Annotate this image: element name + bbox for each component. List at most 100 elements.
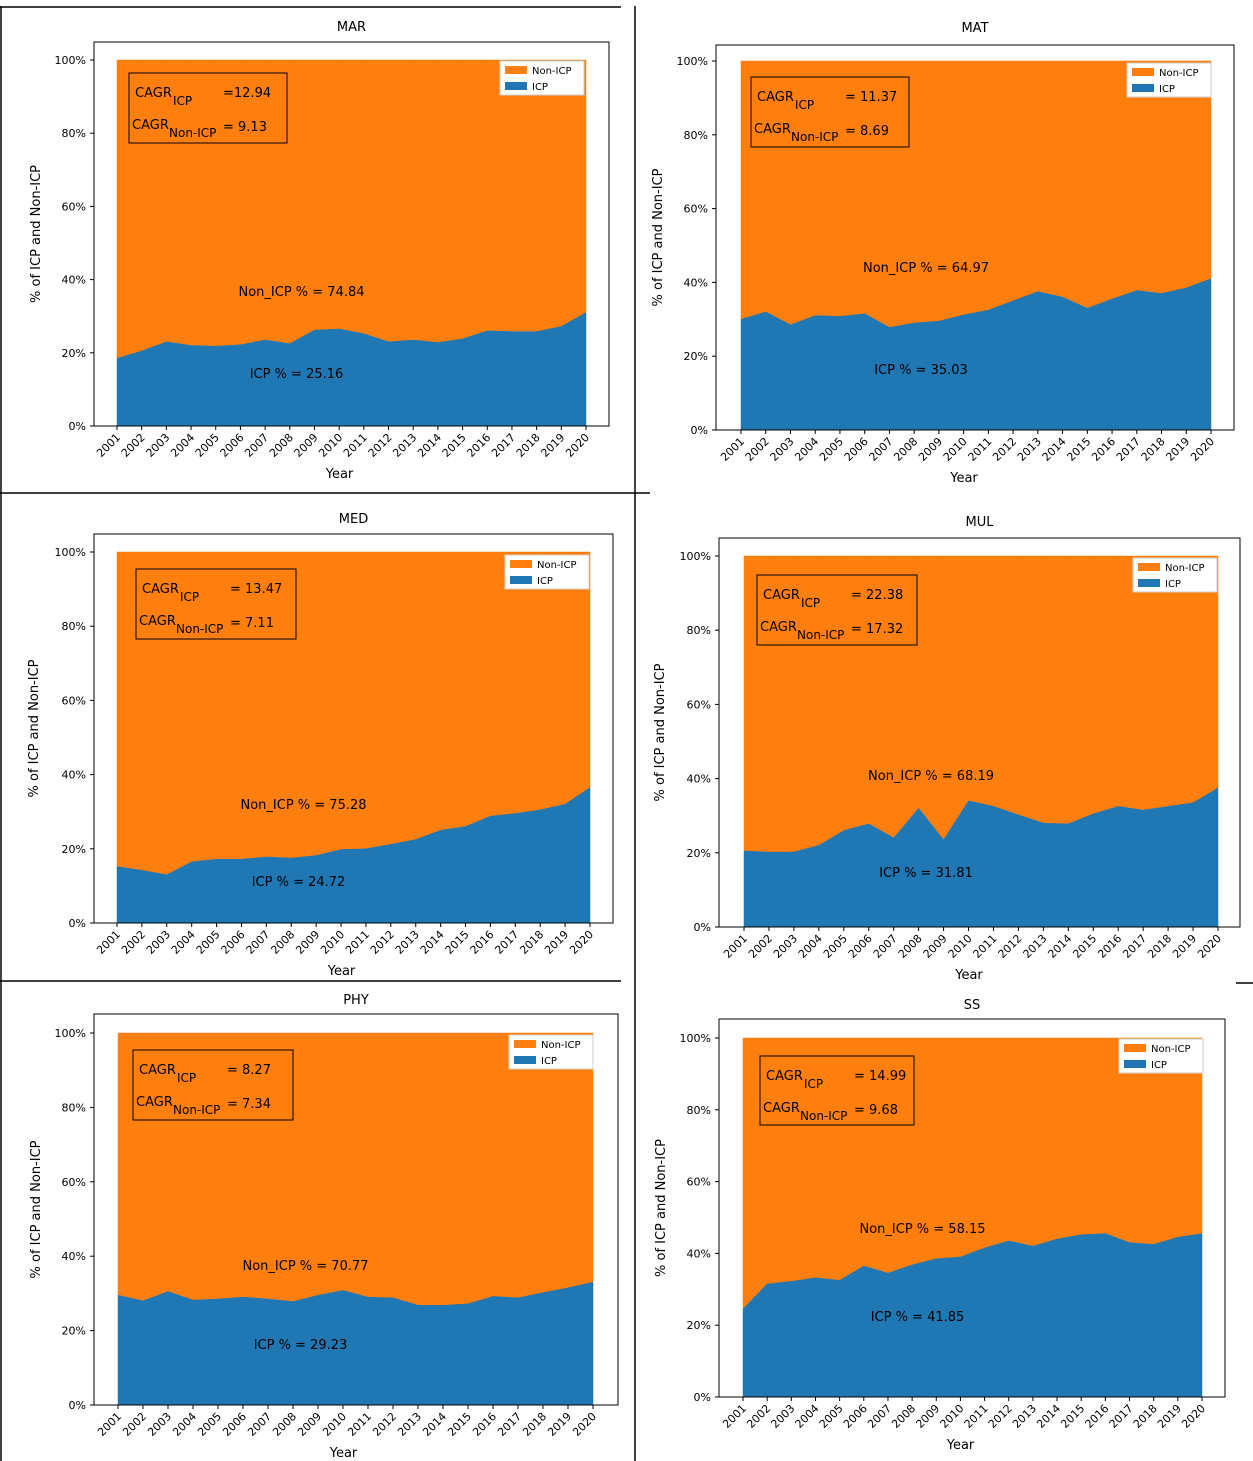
- y-tick-label: 100%: [55, 54, 86, 67]
- x-tick-label: 2012: [370, 1410, 399, 1439]
- x-tick-label: 2008: [889, 1402, 918, 1431]
- x-tick-label: 2017: [492, 928, 521, 957]
- x-tick-label: 2006: [841, 1402, 870, 1431]
- x-tick-label: 2020: [1179, 1402, 1208, 1431]
- x-tick-label: 2010: [320, 1410, 349, 1439]
- cagr-non-icp-subscript: Non-ICP: [176, 622, 223, 636]
- y-tick-label: 40%: [62, 769, 86, 782]
- x-tick-label: 2001: [720, 1402, 749, 1431]
- chart-title: MAR: [337, 20, 366, 35]
- x-tick-label: 2015: [445, 1410, 474, 1439]
- chart-mat: MAT0%20%40%60%80%100%2001200220032004200…: [651, 21, 1235, 486]
- cagr-box: [132, 1049, 294, 1121]
- x-tick-label: 2012: [366, 431, 395, 460]
- cagr-non-icp-label: CAGR: [754, 122, 791, 137]
- y-tick-label: 40%: [684, 276, 708, 289]
- cagr-icp-label: CAGR: [757, 90, 794, 105]
- x-tick-label: 2015: [1058, 1402, 1087, 1431]
- y-tick-label: 100%: [55, 1027, 86, 1040]
- cagr-box: [756, 574, 918, 646]
- cagr-icp-subscript: ICP: [801, 596, 820, 610]
- x-tick-label: 2002: [120, 1410, 149, 1439]
- x-axis-label: Year: [327, 964, 356, 979]
- cagr-non-icp-value: = 8.69: [845, 124, 889, 139]
- y-axis-label: % of ICP and Non-ICP: [27, 659, 42, 797]
- x-axis-label: Year: [946, 1438, 975, 1453]
- non-icp-percent-label: Non_ICP % = 68.19: [868, 769, 994, 784]
- x-tick-label: 2018: [514, 431, 543, 460]
- x-tick-label: 2009: [913, 1402, 942, 1431]
- y-tick-label: 0%: [694, 921, 711, 934]
- x-tick-label: 2006: [219, 928, 248, 957]
- y-tick-label: 20%: [62, 347, 86, 360]
- y-tick-label: 80%: [62, 620, 86, 633]
- x-tick-label: 2018: [1131, 1402, 1160, 1431]
- y-tick-label: 60%: [62, 1176, 86, 1189]
- cagr-icp-label: CAGR: [139, 1063, 176, 1078]
- y-axis-label: % of ICP and Non-ICP: [654, 1139, 669, 1277]
- x-tick-label: 2002: [746, 932, 775, 961]
- cagr-icp-subscript: ICP: [177, 1071, 196, 1085]
- x-tick-label: 2011: [343, 928, 372, 957]
- legend-swatch-icp: [505, 82, 527, 90]
- icp-percent-label: ICP % = 29.23: [254, 1338, 348, 1353]
- plot-frame: [93, 533, 614, 924]
- x-tick-label: 2012: [990, 435, 1019, 464]
- x-tick-label: 2019: [1170, 932, 1199, 961]
- cagr-non-icp-subscript: Non-ICP: [173, 1103, 220, 1117]
- x-tick-label: 2016: [468, 928, 497, 957]
- x-tick-label: 2020: [570, 1410, 599, 1439]
- cagr-icp-value: = 22.38: [851, 588, 903, 603]
- x-tick-label: 2018: [517, 928, 546, 957]
- x-tick-label: 2013: [390, 431, 419, 460]
- cagr-non-icp-subscript: Non-ICP: [169, 126, 216, 140]
- cagr-non-icp-value: = 17.32: [851, 622, 903, 637]
- legend-label-non-icp: Non-ICP: [1159, 68, 1199, 79]
- x-tick-label: 2014: [415, 431, 444, 460]
- legend-swatch-non-icp: [1138, 563, 1160, 571]
- x-tick-label: 2006: [842, 435, 871, 464]
- x-tick-label: 2010: [318, 928, 347, 957]
- x-tick-label: 2013: [1015, 435, 1044, 464]
- cagr-icp-value: = 8.27: [227, 1063, 271, 1078]
- x-tick-label: 2002: [119, 431, 148, 460]
- chart-med: MED0%20%40%60%80%100%2001200220032004200…: [27, 512, 614, 979]
- y-tick-label: 40%: [687, 1247, 711, 1260]
- x-tick-label: 2008: [270, 1410, 299, 1439]
- non-icp-percent-label: Non_ICP % = 64.97: [863, 261, 989, 276]
- chart-mar: MAR0%20%40%60%80%100%2001200220032004200…: [29, 20, 610, 482]
- legend-label-icp: ICP: [541, 1056, 557, 1067]
- x-tick-label: 2013: [395, 1410, 424, 1439]
- plot-frame: [718, 537, 1241, 928]
- x-tick-label: 2004: [169, 928, 198, 957]
- non-icp-percent-label: Non_ICP % = 58.15: [859, 1222, 985, 1237]
- chart-title: SS: [964, 998, 981, 1013]
- x-axis-label: Year: [949, 471, 978, 486]
- y-tick-label: 40%: [687, 773, 711, 786]
- y-tick-label: 40%: [62, 274, 86, 287]
- cagr-icp-label: CAGR: [766, 1069, 803, 1084]
- x-tick-label: 2004: [796, 932, 825, 961]
- legend-label-icp: ICP: [537, 576, 553, 587]
- chart-phy: PHY0%20%40%60%80%100%2001200220032004200…: [29, 993, 619, 1461]
- icp-percent-label: ICP % = 41.85: [871, 1310, 965, 1325]
- x-tick-label: 2004: [168, 431, 197, 460]
- y-tick-label: 20%: [62, 1325, 86, 1338]
- chart-ss: SS 0% 20% 40% 60% 80% 100% 20012002200320042005…: [654, 998, 1226, 1453]
- cagr-icp-subscript: ICP: [173, 94, 192, 108]
- cagr-icp-value: = 11.37: [845, 90, 897, 105]
- x-tick-label: 2002: [743, 435, 772, 464]
- x-tick-label: 2004: [170, 1410, 199, 1439]
- x-axis-label: Year: [954, 968, 983, 983]
- x-tick-label: 2014: [1034, 1402, 1063, 1431]
- y-tick-label: 0%: [691, 424, 708, 437]
- x-tick-label: 2015: [1064, 435, 1093, 464]
- y-tick-label: 40%: [62, 1250, 86, 1263]
- icp-percent-label: ICP % = 35.03: [874, 363, 968, 378]
- legend-label-non-icp: Non-ICP: [537, 560, 577, 571]
- x-tick-label: 2008: [268, 928, 297, 957]
- chart-title: MUL: [966, 515, 995, 530]
- x-tick-label: 2002: [744, 1402, 773, 1431]
- x-tick-label: 2008: [267, 431, 296, 460]
- x-tick-label: 2007: [867, 435, 896, 464]
